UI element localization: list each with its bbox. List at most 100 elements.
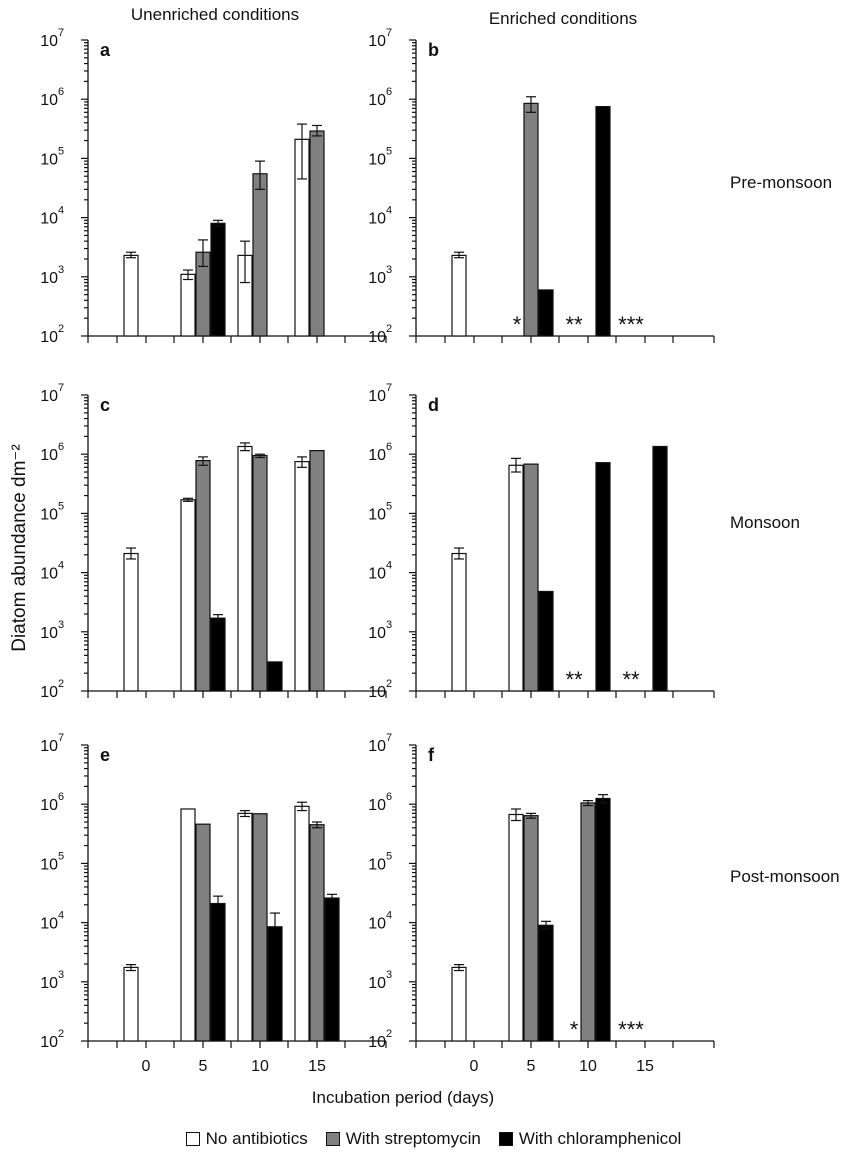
legend-swatch-chloramphenicol xyxy=(498,1132,513,1146)
y-tick-exponent: 6 xyxy=(386,791,392,803)
y-tick-label: 10 xyxy=(368,447,386,464)
y-tick-label: 10 xyxy=(368,329,386,346)
bar xyxy=(595,105,611,337)
y-tick-exponent: 2 xyxy=(386,323,392,335)
y-tick-label: 10 xyxy=(40,625,58,642)
bar xyxy=(451,552,467,692)
bar xyxy=(123,966,139,1042)
y-tick-label: 10 xyxy=(368,566,386,583)
bar xyxy=(324,897,340,1042)
panel-letter: c xyxy=(100,395,110,415)
y-tick-label: 10 xyxy=(40,684,58,701)
y-tick-exponent: 4 xyxy=(386,560,392,572)
legend-item-no-antibiotics: No antibiotics xyxy=(185,1129,308,1149)
y-tick-label: 10 xyxy=(40,975,58,992)
bar xyxy=(538,289,554,337)
bar xyxy=(508,464,524,692)
bar xyxy=(210,617,226,692)
y-tick-label: 10 xyxy=(40,151,58,168)
y-tick-exponent: 5 xyxy=(58,850,64,862)
y-tick-label: 10 xyxy=(368,211,386,228)
y-tick-label: 10 xyxy=(40,388,58,405)
bar xyxy=(309,130,325,337)
row-label-pre-monsoon: Pre-monsoon xyxy=(730,173,832,192)
y-tick-exponent: 5 xyxy=(386,850,392,862)
y-tick-label: 10 xyxy=(40,797,58,814)
bar xyxy=(538,924,554,1042)
bar xyxy=(267,661,283,692)
bar xyxy=(538,590,554,692)
x-tick-label: 15 xyxy=(308,1058,326,1075)
asterisk-annotation: *** xyxy=(618,312,644,337)
bar xyxy=(252,813,268,1042)
y-tick-exponent: 6 xyxy=(58,791,64,803)
y-tick-exponent: 5 xyxy=(58,500,64,512)
y-tick-exponent: 7 xyxy=(386,382,392,394)
bar xyxy=(180,808,196,1042)
y-tick-label: 10 xyxy=(40,856,58,873)
legend-label-no-antibiotics: No antibiotics xyxy=(205,1129,308,1148)
y-tick-exponent: 3 xyxy=(58,264,64,276)
y-tick-label: 10 xyxy=(368,151,386,168)
y-tick-label: 10 xyxy=(368,506,386,523)
y-tick-exponent: 6 xyxy=(386,441,392,453)
legend-item-streptomycin: With streptomycin xyxy=(325,1129,481,1149)
bar xyxy=(309,450,325,692)
col-title-unenriched: Unenriched conditions xyxy=(131,5,299,24)
y-tick-exponent: 2 xyxy=(386,1028,392,1040)
bar xyxy=(237,812,253,1042)
y-tick-exponent: 7 xyxy=(58,732,64,744)
legend-label-chloramphenicol: With chloramphenicol xyxy=(518,1129,682,1148)
row-label-post-monsoon: Post-monsoon xyxy=(730,867,840,886)
y-tick-exponent: 4 xyxy=(58,910,64,922)
y-tick-exponent: 7 xyxy=(386,732,392,744)
y-tick-label: 10 xyxy=(368,738,386,755)
asterisk-annotation: ** xyxy=(622,667,640,692)
y-tick-label: 10 xyxy=(40,738,58,755)
y-tick-label: 10 xyxy=(368,92,386,109)
y-tick-exponent: 3 xyxy=(386,619,392,631)
y-tick-exponent: 4 xyxy=(58,560,64,572)
legend-swatch-no-antibiotics xyxy=(185,1132,200,1146)
y-tick-exponent: 6 xyxy=(58,86,64,98)
bar xyxy=(595,797,611,1042)
y-tick-label: 10 xyxy=(40,506,58,523)
y-tick-label: 10 xyxy=(40,1034,58,1051)
bar xyxy=(523,463,539,692)
y-tick-exponent: 3 xyxy=(386,969,392,981)
y-tick-label: 10 xyxy=(40,92,58,109)
y-tick-exponent: 7 xyxy=(386,27,392,39)
x-tick-label: 0 xyxy=(470,1058,479,1075)
y-tick-exponent: 4 xyxy=(386,910,392,922)
y-tick-exponent: 2 xyxy=(58,1028,64,1040)
bar xyxy=(523,815,539,1042)
x-tick-label: 0 xyxy=(142,1058,151,1075)
asterisk-annotation: *** xyxy=(618,1017,644,1042)
y-tick-label: 10 xyxy=(368,625,386,642)
bar xyxy=(294,460,310,692)
panel-letter: a xyxy=(100,40,111,60)
x-axis-label: Incubation period (days) xyxy=(312,1088,494,1107)
y-tick-exponent: 5 xyxy=(58,145,64,157)
panel-letter: b xyxy=(428,40,439,60)
panel-e: 10 210 310 410 510 610 70 5 10 15e xyxy=(40,732,387,1075)
y-tick-label: 10 xyxy=(40,916,58,933)
legend-item-chloramphenicol: With chloramphenicol xyxy=(498,1129,682,1149)
y-tick-exponent: 2 xyxy=(58,323,64,335)
col-title-enriched: Enriched conditions xyxy=(489,9,637,28)
x-tick-label: 10 xyxy=(579,1058,597,1075)
bar xyxy=(252,173,268,337)
bar xyxy=(123,552,139,692)
bar xyxy=(180,273,196,337)
x-tick-label: 5 xyxy=(527,1058,536,1075)
y-tick-label: 10 xyxy=(368,916,386,933)
panel-letter: f xyxy=(428,745,435,765)
asterisk-annotation: ** xyxy=(565,667,583,692)
bar xyxy=(180,499,196,692)
y-tick-label: 10 xyxy=(368,975,386,992)
y-tick-label: 10 xyxy=(368,856,386,873)
row-label-monsoon: Monsoon xyxy=(730,513,800,532)
